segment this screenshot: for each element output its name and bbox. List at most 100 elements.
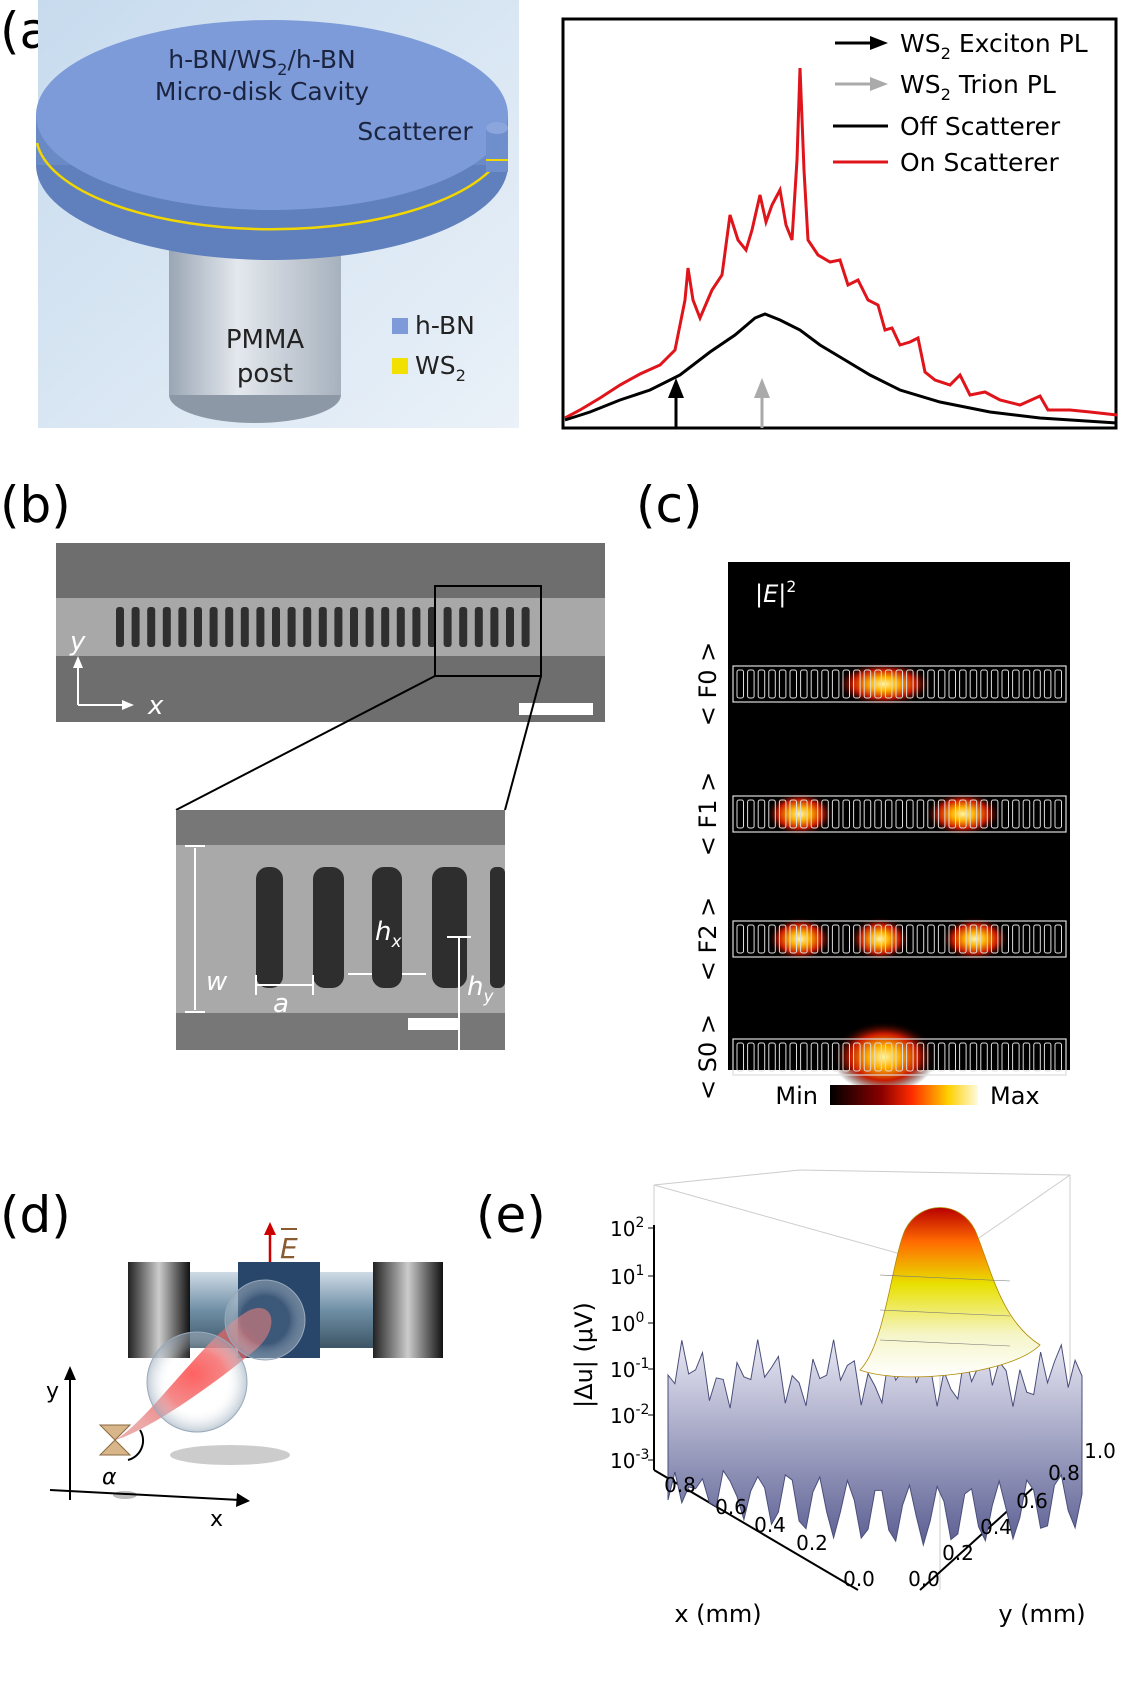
hole	[521, 607, 530, 647]
hole-outline	[747, 799, 755, 829]
hole	[147, 607, 156, 647]
hole-outline	[768, 669, 776, 699]
hole-outline	[937, 799, 946, 829]
waveguide-outline	[732, 665, 1067, 703]
hole	[116, 607, 124, 647]
hole-outline	[831, 1042, 840, 1072]
scatterer-label: Scatterer	[357, 117, 473, 146]
hole-outline	[969, 1042, 978, 1072]
hole-outline	[1054, 1042, 1062, 1072]
hole-outline	[800, 669, 808, 699]
y-axis-title: y (mm)	[998, 1600, 1085, 1628]
ws2-layer	[35, 142, 509, 231]
hole-outline	[736, 1042, 744, 1072]
hole-outline	[884, 669, 893, 699]
z-tick-label: 100	[610, 1310, 644, 1336]
hole	[272, 607, 280, 647]
tweezer-diagram: E y x α	[46, 1222, 443, 1532]
field-lobe	[766, 792, 834, 836]
hole-outline	[768, 924, 776, 954]
subscript: x	[390, 931, 402, 951]
hole-outline	[1022, 799, 1031, 829]
hole	[256, 607, 265, 647]
hole-outline	[1054, 669, 1062, 699]
hole-outline	[980, 669, 988, 699]
waveguide-outline	[732, 795, 1067, 833]
field-map	[728, 562, 1070, 1093]
panel-label: (d)	[0, 1186, 71, 1244]
disk-top	[36, 20, 508, 210]
hole	[209, 607, 218, 647]
hole	[256, 867, 283, 988]
hole-outline	[757, 799, 766, 829]
sphere	[224, 1279, 306, 1361]
hole-outline	[980, 924, 988, 954]
hole-outline	[821, 669, 829, 699]
sem-overlay: y x w a hx hy	[69, 585, 593, 1069]
surface-labels: |Δu| (μV) x (mm) y (mm) 10210110010-110-…	[570, 1215, 1116, 1628]
hole-outline	[778, 799, 787, 829]
text: Trion PL	[951, 70, 1056, 99]
z-tick-label: 102	[610, 1215, 644, 1241]
hole-outline	[948, 799, 956, 829]
field-lobe	[850, 917, 910, 961]
hole-outline	[927, 924, 935, 954]
field-lobe	[768, 917, 832, 961]
hole-outline	[980, 1042, 988, 1072]
y-tick-label: 0.4	[980, 1515, 1012, 1539]
cavity-label: h-BN/WS2/h-BN	[168, 45, 355, 79]
hole	[303, 607, 312, 647]
text: |	[778, 580, 786, 608]
hole-outline	[948, 924, 956, 954]
tick-base: 10	[610, 1265, 635, 1289]
panel-label: (c)	[636, 476, 703, 534]
hole-outline	[853, 799, 861, 829]
hole	[365, 607, 374, 647]
subscript: 2	[941, 85, 951, 104]
hole-outline	[810, 669, 819, 699]
hole-outline	[895, 1042, 903, 1072]
hole-outline	[1022, 1042, 1031, 1072]
hole-outline	[990, 799, 999, 829]
axis-label: x	[210, 1507, 223, 1532]
hole-outline	[1001, 924, 1009, 954]
scale-bar	[519, 703, 593, 715]
arrow-head	[122, 700, 134, 710]
hole-outline	[757, 924, 766, 954]
hole-outline	[895, 924, 903, 954]
hole-outline	[863, 924, 872, 954]
z-tick-label: 101	[610, 1263, 644, 1289]
hole-outline	[948, 669, 956, 699]
hole	[490, 607, 499, 647]
hole-outline	[906, 924, 914, 954]
y-tick-label: 0.2	[942, 1541, 974, 1565]
hole-outline	[937, 924, 946, 954]
hole-outline	[831, 924, 840, 954]
hole-outline	[884, 1042, 893, 1072]
hole-outline	[1012, 924, 1020, 954]
x-tick-label: 0.0	[843, 1567, 875, 1591]
hole-outline	[1043, 799, 1052, 829]
hole-outline	[1033, 669, 1041, 699]
hole-outline	[927, 669, 935, 699]
waveguide-outline	[732, 920, 1067, 958]
legend-swatch	[392, 358, 408, 374]
hole-outline	[1033, 924, 1041, 954]
hole-outline	[1033, 799, 1041, 829]
hole-outline	[768, 799, 776, 829]
hole-outline	[853, 924, 861, 954]
hole-outline	[768, 1042, 776, 1072]
hole-outline	[990, 924, 999, 954]
scale-bar	[408, 1018, 458, 1030]
tick-exponent: -1	[635, 1356, 649, 1372]
panel-label: (e)	[476, 1186, 546, 1244]
hole	[162, 607, 171, 647]
sem-image	[56, 543, 605, 722]
dimension-label: w	[206, 967, 228, 997]
x-tick-label: 0.6	[715, 1495, 747, 1519]
hole-outline	[1022, 669, 1031, 699]
hole-outline	[1033, 1042, 1041, 1072]
hole-outline	[747, 669, 755, 699]
axis-label: x	[147, 691, 164, 721]
subscript: 2	[277, 60, 287, 79]
